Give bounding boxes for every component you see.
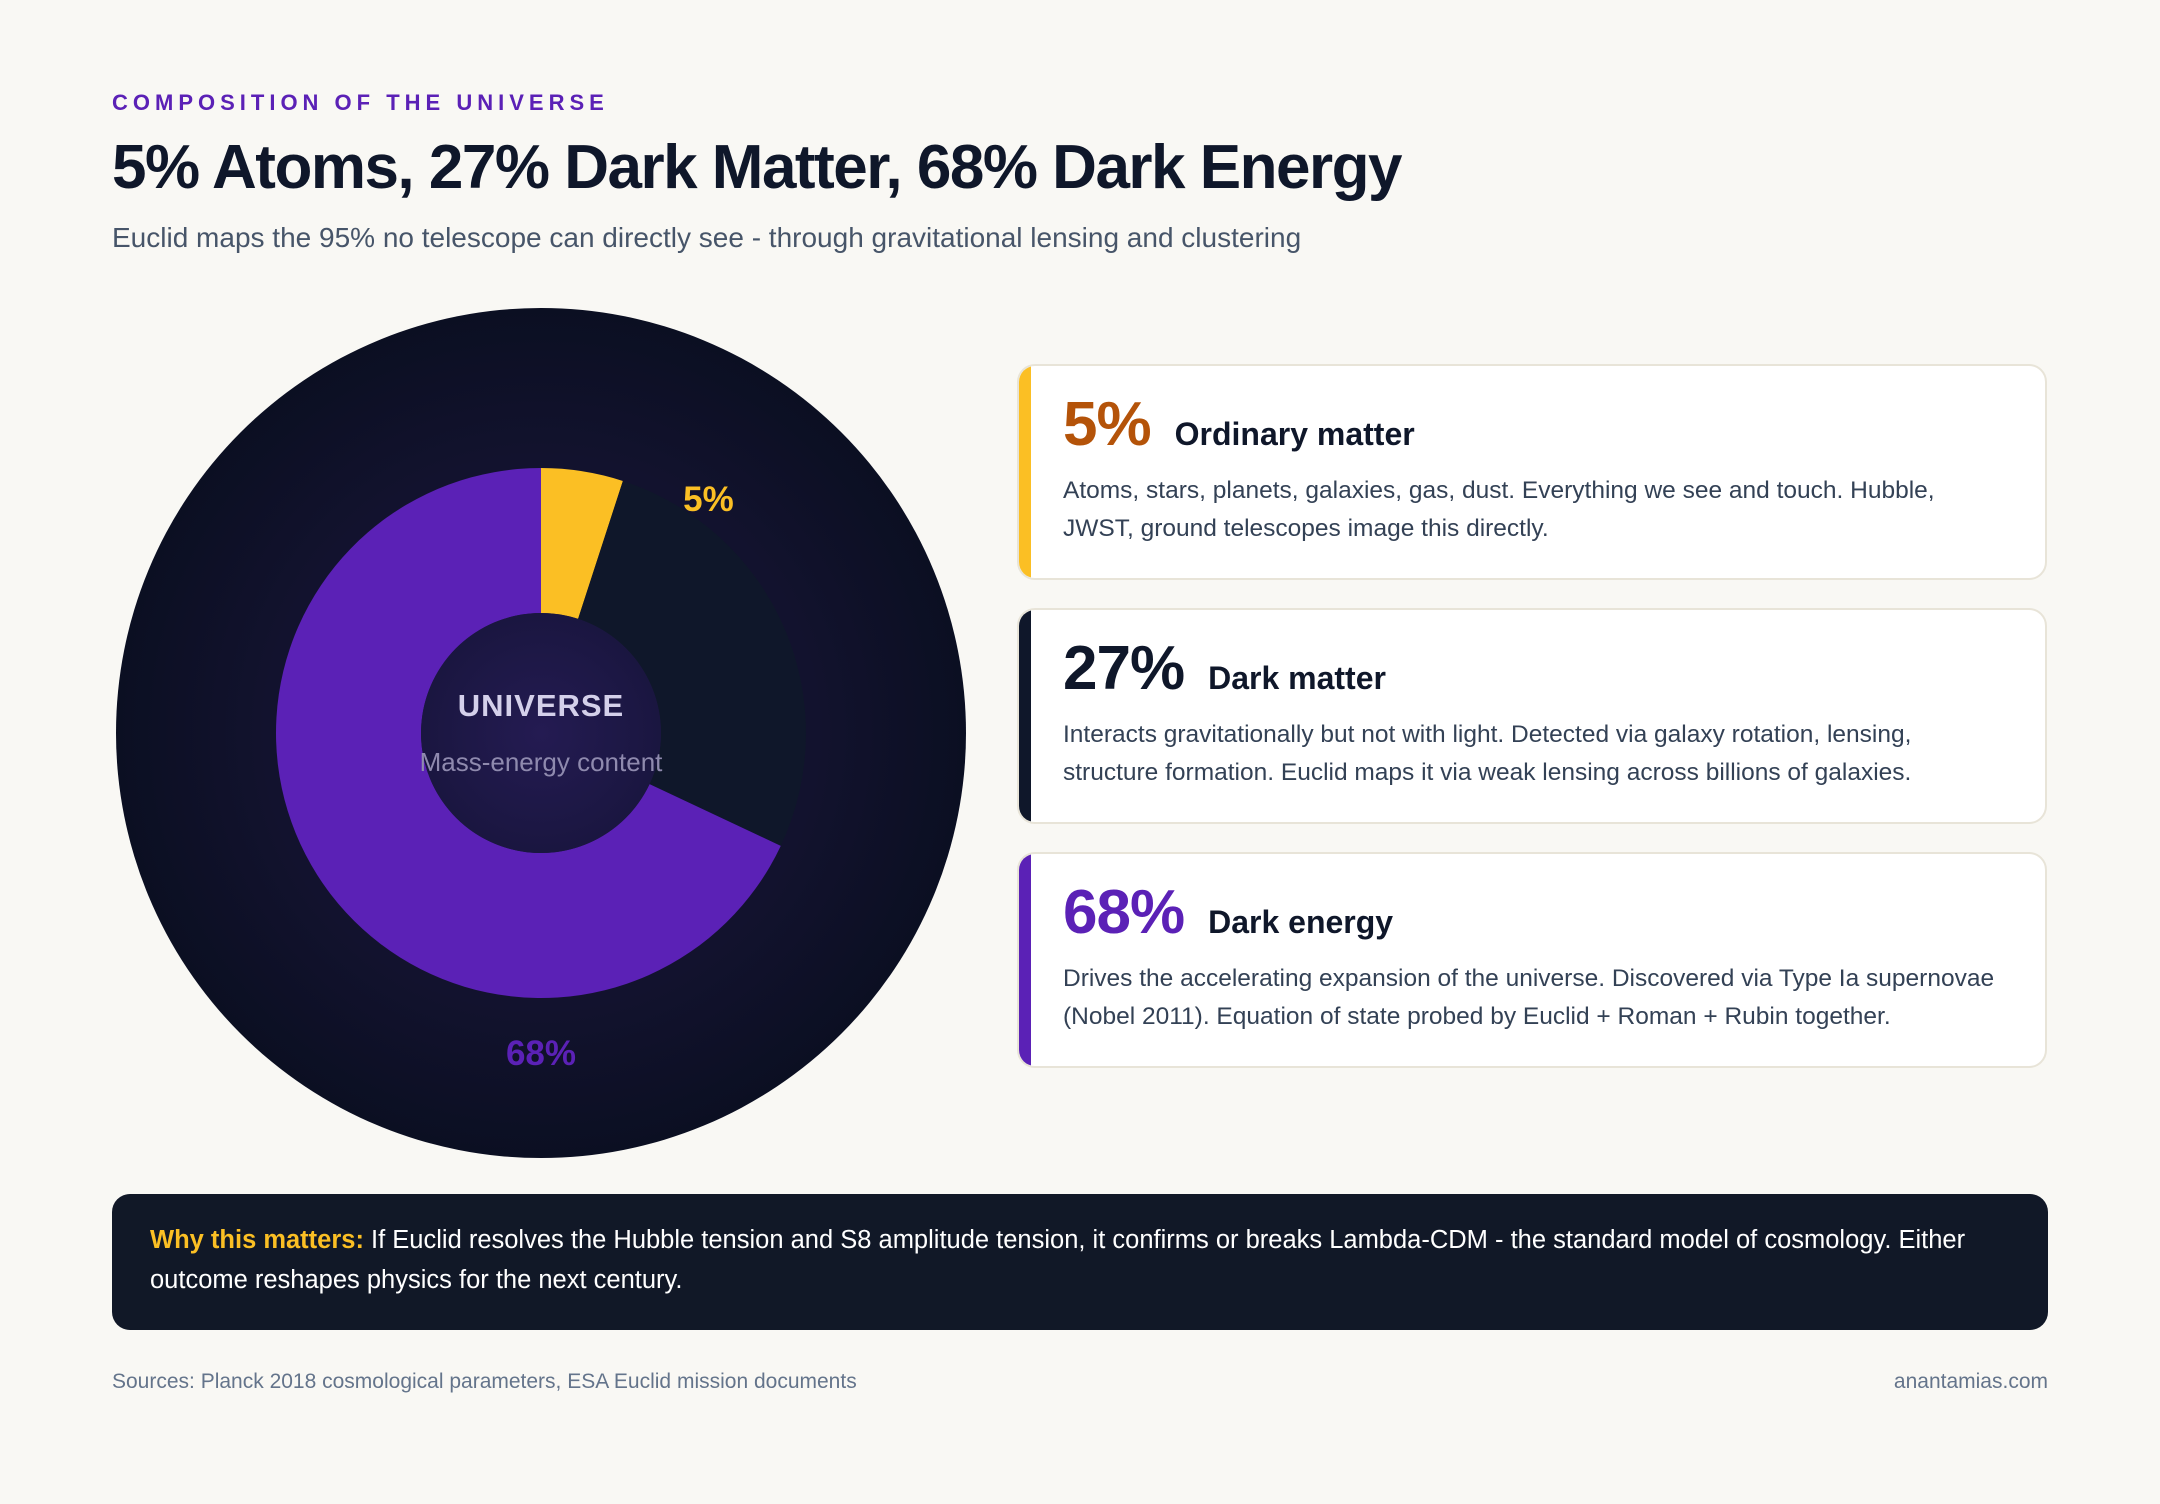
universe-donut-chart: UNIVERSE Mass-energy content 5% 68% [116, 308, 966, 1158]
footer-sources: Sources: Planck 2018 cosmological parame… [112, 1370, 857, 1393]
page-subtitle: Euclid maps the 95% no telescope can dir… [112, 222, 1302, 253]
card-ordinary-matter: 5% Ordinary matter Atoms, stars, planets… [1017, 364, 2047, 580]
card-dark-energy: 68% Dark energy Drives the accelerating … [1017, 852, 2047, 1068]
donut-slice-label-5: 5% [683, 480, 734, 519]
donut-slice-label-68: 68% [506, 1034, 576, 1073]
card-dark-matter: 27% Dark matter Interacts gravitationall… [1017, 608, 2047, 824]
donut-hole [421, 613, 661, 853]
donut-slice-68 [276, 468, 781, 998]
donut-slice-5 [541, 468, 623, 619]
donut-slice-27 [578, 480, 806, 846]
card-percent: 68% [1063, 878, 1185, 947]
card-title: Dark matter [1208, 660, 1386, 696]
donut-svg: UNIVERSE Mass-energy content 5% 68% [116, 308, 966, 1158]
composition-cards: 5% Ordinary matter Atoms, stars, planets… [1017, 364, 2047, 1096]
card-percent: 5% [1063, 390, 1152, 459]
donut-slices [276, 468, 806, 998]
card-title: Dark energy [1208, 904, 1394, 940]
card-description: Drives the accelerating expansion of the… [1063, 965, 1995, 1030]
why-this-matters-callout: Why this matters: If Euclid resolves the… [112, 1194, 2048, 1330]
donut-slice-labels: 5% 68% [506, 480, 734, 1073]
card-percent: 27% [1063, 634, 1185, 703]
card-title: Ordinary matter [1174, 416, 1415, 452]
callout-text: If Euclid resolves the Hubble tension an… [150, 1226, 1966, 1294]
donut-center-subtitle: Mass-energy content [420, 747, 664, 777]
page-title: 5% Atoms, 27% Dark Matter, 68% Dark Ener… [112, 133, 1402, 202]
footer-credit: anantamias.com [1893, 1370, 2048, 1393]
card-description: Atoms, stars, planets, galaxies, gas, du… [1063, 477, 1935, 542]
eyebrow-label: COMPOSITION OF THE UNIVERSE [112, 90, 609, 115]
donut-center-title: UNIVERSE [458, 688, 624, 723]
callout-lead: Why this matters: [150, 1226, 364, 1254]
card-description: Interacts gravitationally but not with l… [1063, 721, 1912, 786]
